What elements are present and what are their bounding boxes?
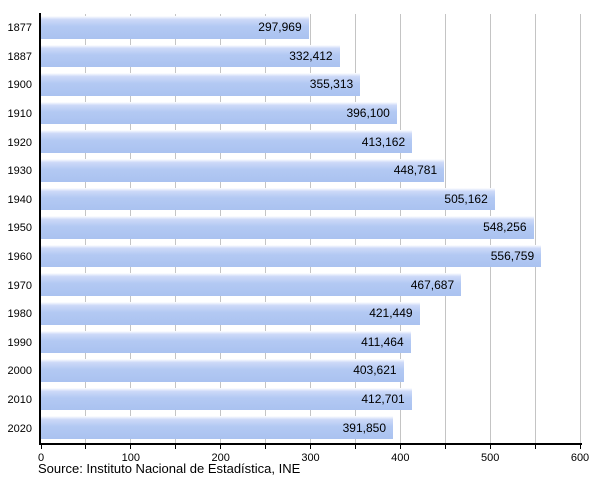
population-bar: 396,100	[41, 101, 397, 125]
year-label: 1910	[7, 108, 32, 121]
bar-row: 1920 413,162	[8, 128, 580, 157]
plot-area: 1877 297,969 1887 332,412 1900 355,313 1910 396…	[8, 14, 581, 443]
axis-tick	[85, 445, 87, 449]
bar-row: 1900 355,313	[8, 71, 580, 100]
axis-tick	[489, 445, 491, 449]
axis-tick	[310, 445, 311, 449]
axis-tick-label: 500	[480, 452, 500, 464]
year-label: 1930	[7, 165, 32, 178]
value-label: 556,759	[490, 249, 535, 264]
axis-tick	[220, 445, 222, 449]
axis-tick-label: 200	[211, 452, 230, 464]
value-label: 505,162	[444, 191, 488, 206]
gridline	[534, 14, 536, 443]
year-label: 2000	[7, 365, 32, 378]
axis-tick-label: 400	[391, 452, 410, 464]
x-axis-ticks: 0 100 200 300 400 500 600	[37, 445, 589, 471]
population-bar: 413,162	[41, 130, 413, 153]
population-bar: 411,464	[41, 330, 411, 354]
value-label: 355,313	[309, 77, 354, 92]
source-caption: Source: Instituto Nacional de Estadístic…	[38, 461, 301, 476]
bar-row: 1950 548,256	[8, 214, 580, 243]
value-label: 467,687	[410, 277, 455, 292]
value-label: 412,701	[361, 392, 405, 407]
axis-tick	[354, 445, 356, 449]
axis-tick	[534, 445, 536, 449]
population-bar: 556,759	[41, 244, 542, 268]
bar-rows: 1877 297,969 1887 332,412 1900 355,313 1910 396…	[8, 14, 580, 443]
value-label: 332,412	[289, 48, 333, 63]
axis-tick-label: 600	[570, 452, 590, 464]
axis-tick-label: 0	[37, 452, 45, 464]
bar-row: 1970 467,687	[8, 271, 580, 300]
bar-row: 1910 396,100	[8, 100, 580, 129]
population-bar: 505,162	[41, 187, 495, 211]
year-label: 1940	[7, 193, 32, 206]
gridline	[579, 14, 581, 443]
bar-row: 2010 412,701	[8, 386, 580, 415]
year-label: 1920	[7, 136, 32, 149]
year-label: 1970	[7, 279, 32, 292]
population-bar: 412,701	[41, 387, 412, 411]
axis-tick	[175, 445, 177, 449]
axis-tick-label: 300	[301, 452, 320, 464]
population-bar: 403,621	[41, 359, 404, 382]
population-bar: 421,449	[41, 301, 420, 325]
year-label: 2010	[7, 394, 32, 407]
year-label: 1980	[7, 308, 32, 321]
axis-tick	[130, 445, 132, 449]
value-label: 391,850	[342, 420, 386, 435]
year-label: 1877	[7, 22, 32, 35]
year-label: 1990	[7, 336, 32, 349]
bar-row: 1990 411,464	[8, 329, 580, 358]
bar-row: 1877 297,969	[8, 14, 580, 43]
value-label: 413,162	[361, 134, 406, 149]
year-label: 1900	[7, 79, 32, 92]
bar-row: 1940 505,162	[8, 186, 580, 215]
axis-tick	[444, 445, 446, 449]
year-label: 1950	[7, 222, 32, 235]
population-bar: 467,687	[41, 273, 462, 296]
population-bar: 548,256	[41, 216, 534, 239]
bar-row: 1887 332,412	[8, 43, 580, 72]
x-axis-line	[39, 443, 582, 445]
bar-row: 1980 421,449	[8, 300, 580, 329]
value-label: 396,100	[346, 106, 390, 121]
axis-tick	[399, 445, 401, 449]
year-label: 1960	[7, 251, 32, 264]
year-label: 2020	[7, 422, 32, 435]
axis-tick-label: 100	[121, 452, 141, 464]
value-label: 403,621	[353, 363, 397, 378]
value-label: 548,256	[483, 220, 527, 235]
bar-row: 2020 391,850	[8, 414, 580, 443]
population-bar: 391,850	[41, 416, 393, 439]
bar-row: 1930 448,781	[8, 157, 580, 186]
population-bar: 297,969	[41, 16, 309, 39]
year-label: 1887	[7, 50, 32, 63]
axis-tick	[579, 445, 581, 449]
axis-tick	[265, 445, 267, 449]
value-label: 421,449	[369, 306, 413, 321]
axis-tick	[40, 445, 42, 449]
bar-row: 2000 403,621	[8, 357, 580, 386]
population-bar: 448,781	[41, 158, 445, 182]
value-label: 297,969	[258, 20, 302, 35]
population-bar: 332,412	[41, 44, 340, 68]
bar-row: 1960 556,759	[8, 243, 580, 272]
population-bar: 355,313	[41, 73, 361, 96]
y-axis-line	[39, 13, 41, 445]
value-label: 448,781	[393, 163, 438, 178]
value-label: 411,464	[361, 334, 404, 349]
